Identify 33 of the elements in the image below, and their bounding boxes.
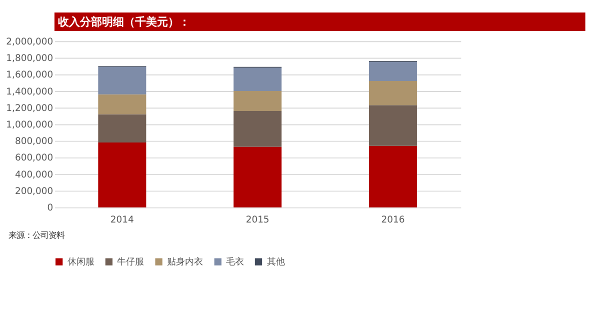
bar	[368, 62, 417, 82]
bar	[368, 81, 417, 106]
bar	[234, 146, 282, 208]
y-tick-label: 400,000	[14, 169, 54, 180]
y-tick-label: 1,600,000	[6, 70, 54, 81]
legend-label: 牛仔服	[117, 256, 144, 268]
y-tick-label: 0	[47, 202, 54, 214]
x-tick-label: 2016	[381, 214, 405, 226]
y-tick-label: 200,000	[14, 186, 54, 197]
bar	[98, 66, 146, 94]
bar	[234, 68, 282, 92]
legend-label: 休闲服	[67, 256, 94, 268]
y-tick-label: 1,800,000	[6, 53, 54, 64]
bar	[368, 105, 417, 146]
y-tick-label: 600,000	[14, 152, 54, 164]
y-tick-label: 2,000,000	[6, 36, 54, 48]
chart-title: 收入分部明细（千美元）：	[58, 15, 190, 28]
bar	[234, 110, 282, 147]
bar	[234, 91, 282, 111]
y-tick-label: 800,000	[14, 136, 54, 148]
y-tick-label: 1,400,000	[6, 86, 54, 98]
bar	[98, 94, 146, 114]
bar	[98, 114, 146, 143]
x-tick-label: 2015	[246, 214, 270, 226]
legend-label: 其他	[266, 256, 285, 268]
legend-label: 毛衣	[226, 256, 244, 268]
legend-label: 贴身内衣	[167, 256, 204, 268]
y-tick-label: 1,200,000	[6, 102, 54, 114]
x-tick-label: 2014	[110, 214, 134, 226]
bar	[368, 146, 417, 208]
source-note: 来源：公司资料	[8, 230, 64, 240]
bar	[98, 142, 146, 208]
y-tick-label: 1,000,000	[6, 120, 54, 130]
